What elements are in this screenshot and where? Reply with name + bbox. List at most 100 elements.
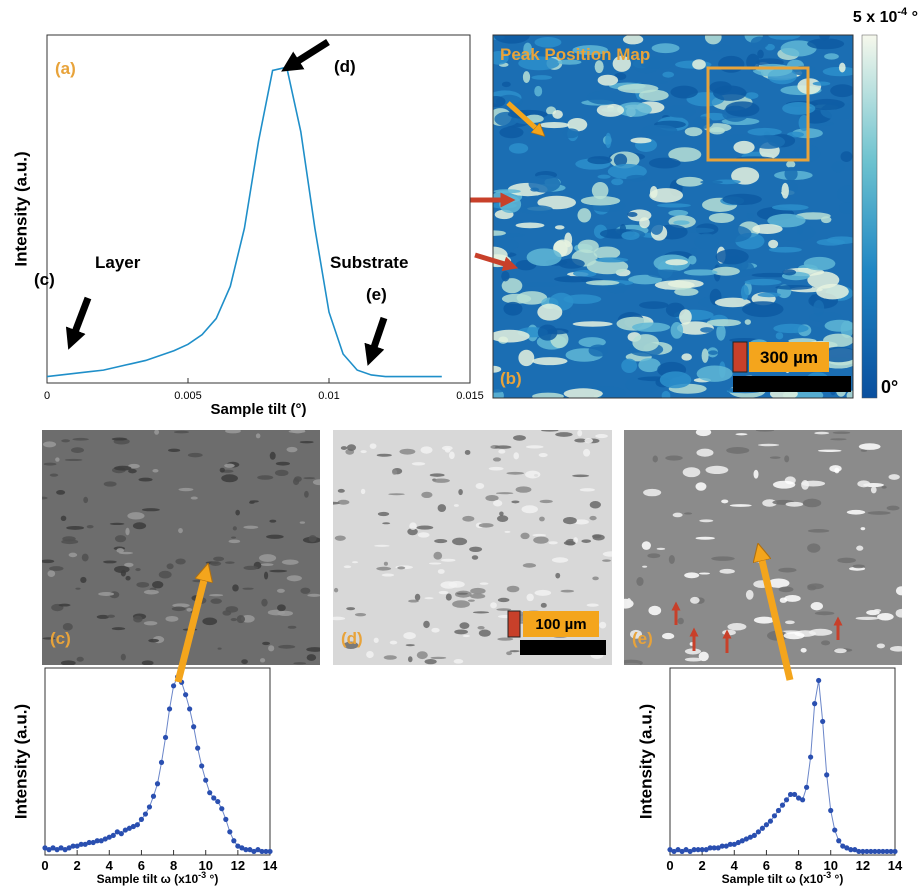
texture-spot [662,632,675,640]
texture-spot [830,84,853,98]
texture-spot [243,565,259,570]
texture-spot [340,446,348,450]
texture-spot [506,651,513,656]
texture-spot [605,132,612,149]
texture-spot [784,455,790,463]
data-point [138,816,145,822]
texture-spot [665,455,683,461]
texture-spot [639,301,669,309]
texture-spot [376,453,392,457]
texture-spot [501,278,523,294]
data-point [207,790,213,796]
texture-spot [586,603,599,607]
data-point [844,845,850,851]
texture-spot [209,561,222,566]
x-tick-label: 0 [44,390,50,402]
data-point [78,841,84,847]
texture-spot [111,627,126,631]
texture-spot [333,587,339,593]
texture-spot [219,467,225,473]
x-axis-label: Sample tilt (°) [210,401,306,418]
texture-spot [563,540,576,546]
link-arrow [174,572,206,683]
texture-spot [762,499,777,507]
x-axis-label-part: °) [831,872,843,886]
texture-spot [846,390,853,398]
data-line [46,66,442,378]
texture-spot [567,117,588,132]
texture-spot [377,511,390,517]
texture-spot [786,160,796,168]
texture-spot [579,488,595,492]
data-point [735,839,741,846]
texture-spot [876,643,885,649]
texture-spot [860,527,866,531]
texture-spot [632,322,671,332]
texture-spot [293,662,307,665]
texture-spot [823,333,853,348]
texture-spot [627,212,638,217]
data-point [259,848,265,855]
scale-bar [520,640,606,655]
texture-spot [477,625,485,630]
texture-spot [682,227,715,234]
texture-spot [751,134,786,149]
arrow [281,39,330,72]
texture-spot [307,593,320,597]
texture-spot [597,74,619,86]
texture-spot [641,541,651,550]
texture-spot [537,195,577,210]
texture-spot [168,448,181,453]
texture-spot [668,555,675,564]
texture-spot [501,81,511,88]
texture-spot [768,239,779,249]
texture-spot [261,563,274,566]
x-axis-label-part: -3 [823,870,831,880]
texture-spot [534,37,562,48]
texture-spot [242,587,254,590]
texture-spot [382,522,391,525]
data-point [166,706,173,712]
texture-spot [602,559,611,562]
texture-spot [278,644,296,649]
texture-spot [537,324,558,341]
texture-spot [534,85,543,97]
texture-spot [870,486,877,494]
texture-spot [595,433,608,439]
x-tick-label: 0.005 [174,390,202,402]
texture-spot [629,629,642,639]
texture-spot [617,83,659,94]
map-frame [492,34,854,399]
texture-spot [778,567,797,573]
x-tick-label: 10 [823,858,837,873]
data-point [683,847,689,853]
texture-spot [781,182,789,199]
colorbar-max-unit: ° [907,9,918,26]
data-point [263,848,269,855]
texture-spot [125,527,130,536]
texture-spot [552,109,563,119]
texture-spot [187,452,203,458]
texture-spot [556,52,578,58]
texture-spot [186,608,193,612]
texture-spot [757,49,764,59]
texture-spot [417,532,430,538]
data-point [703,847,709,853]
texture-spot [128,463,140,469]
x-tick-label: 10 [198,858,212,873]
x-tick-label: 0.01 [318,390,339,402]
data-point [695,847,701,853]
texture-spot [758,443,780,447]
texture-spot [577,430,583,437]
texture-spot [622,35,644,45]
data-point [779,802,786,808]
texture-spot [574,438,587,443]
data-point [195,745,201,751]
texture-spot [745,589,754,600]
x-tick-label: 12 [231,858,245,873]
texture-spot [304,490,309,498]
texture-spot [807,543,821,553]
texture-spot [768,35,801,40]
texture-spot [459,622,470,630]
texture-spot [677,617,684,625]
